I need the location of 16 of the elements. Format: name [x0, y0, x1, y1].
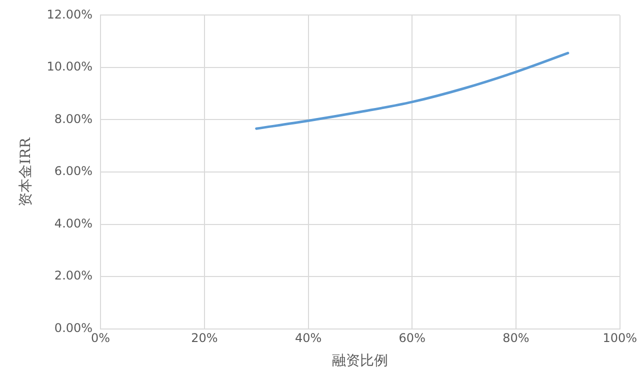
x-axis-title: 融资比例 — [332, 353, 388, 370]
y-tick-label: 12.00% — [46, 7, 93, 22]
x-tick-label: 60% — [398, 331, 426, 346]
y-tick-label: 10.00% — [46, 60, 93, 74]
x-tick-label: 0% — [91, 331, 110, 346]
y-tick-label: 4.00% — [54, 216, 93, 230]
y-tick-label: 6.00% — [54, 164, 93, 178]
y-tick-label: 2.00% — [54, 268, 93, 283]
x-tick-label: 20% — [191, 331, 218, 346]
x-tick-label: 80% — [502, 331, 530, 346]
y-tick-label: 0.00% — [54, 320, 93, 335]
y-tick-label: 8.00% — [54, 112, 93, 126]
x-tick-label: 40% — [294, 331, 322, 346]
x-tick-label: 100% — [602, 331, 638, 346]
y-axis-title: 资本金IRR — [18, 137, 34, 206]
line-series — [255, 52, 570, 130]
